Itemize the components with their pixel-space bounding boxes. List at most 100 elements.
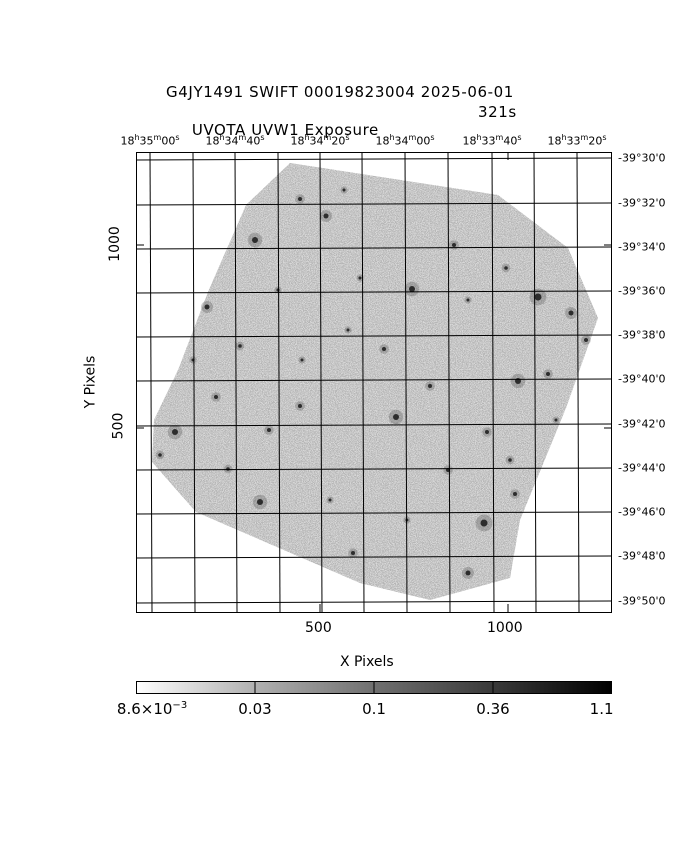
image-title: G4JY1491 SWIFT 00019823004 2025-06-01 bbox=[166, 83, 514, 101]
point-source bbox=[409, 286, 415, 292]
x-tick-500: 500 bbox=[305, 620, 332, 636]
point-source bbox=[328, 498, 332, 502]
colorbar-label: 0.1 bbox=[362, 700, 386, 718]
dec-grid-line bbox=[135, 511, 613, 515]
plot-frame bbox=[136, 152, 612, 613]
dec-grid-line bbox=[135, 202, 613, 206]
point-source bbox=[428, 384, 432, 388]
ra-tick-label: 18h34m40s bbox=[205, 133, 265, 148]
point-source bbox=[214, 395, 218, 399]
point-source-halo bbox=[344, 326, 352, 334]
point-source-halo bbox=[155, 450, 165, 460]
point-source bbox=[393, 414, 399, 420]
point-source-halo bbox=[543, 369, 553, 379]
point-source bbox=[584, 338, 588, 342]
point-source bbox=[485, 430, 489, 434]
point-source-halo bbox=[295, 401, 305, 411]
point-source-halo bbox=[167, 424, 183, 440]
dec-tick-label: -39°32'0 bbox=[618, 196, 666, 210]
image-subtitle: UVOTA UVW1 Exposure bbox=[0, 103, 680, 139]
point-source bbox=[298, 197, 302, 201]
y-axis-title: Y Pixels bbox=[82, 355, 99, 409]
point-source-halo bbox=[464, 296, 472, 304]
point-source bbox=[546, 372, 550, 376]
dec-tick-label: -39°38'0 bbox=[618, 328, 666, 342]
point-source bbox=[504, 266, 508, 270]
point-source-halo bbox=[425, 381, 435, 391]
point-source bbox=[158, 453, 162, 457]
dec-grid-line bbox=[135, 378, 613, 382]
point-source-halo bbox=[475, 514, 493, 532]
dec-tick-label: -39°50'0 bbox=[618, 594, 666, 608]
ra-tick-label: 18h33m20s bbox=[547, 133, 607, 148]
ra-grid-line bbox=[234, 151, 238, 613]
point-source-halo bbox=[298, 356, 306, 364]
dec-tick-label: -39°46'0 bbox=[618, 505, 666, 519]
dec-tick-label: -39°36'0 bbox=[618, 284, 666, 298]
ra-tick-label: 18h35m00s bbox=[120, 133, 180, 148]
point-source-halo bbox=[501, 263, 511, 273]
point-source-halo bbox=[449, 240, 459, 250]
point-source bbox=[257, 499, 263, 505]
ra-grid-line bbox=[319, 151, 323, 613]
colorbar-label: 1.1 bbox=[589, 700, 614, 718]
point-source bbox=[466, 298, 470, 302]
point-source-halo bbox=[356, 274, 364, 282]
point-source-halo bbox=[264, 425, 274, 435]
point-source-halo bbox=[581, 335, 591, 345]
point-source-halo bbox=[379, 344, 389, 354]
colorbar-label: 8.6×10−3 bbox=[116, 700, 188, 718]
dec-grid-line bbox=[135, 290, 613, 294]
dec-grid-line bbox=[135, 334, 613, 338]
point-source bbox=[351, 551, 355, 555]
dec-tick-label: -39°40'0 bbox=[618, 372, 666, 386]
point-source bbox=[465, 570, 471, 576]
point-source-halo bbox=[223, 464, 233, 474]
dec-tick-label: -39°34'0 bbox=[618, 240, 666, 254]
point-source-halo bbox=[388, 409, 404, 425]
point-source bbox=[508, 458, 512, 462]
dec-grid-line bbox=[135, 423, 613, 427]
dec-grid-line bbox=[135, 467, 613, 471]
ra-grid-line bbox=[533, 151, 537, 613]
point-source bbox=[382, 347, 386, 351]
ra-grid-line bbox=[404, 151, 408, 613]
point-source-halo bbox=[189, 356, 197, 364]
point-source-halo bbox=[443, 465, 453, 475]
point-source bbox=[267, 428, 271, 432]
dec-grid-line bbox=[135, 157, 613, 161]
dec-grid-line bbox=[135, 246, 613, 250]
point-source-halo bbox=[201, 301, 213, 313]
point-source bbox=[358, 276, 362, 280]
axis-ticks bbox=[136, 152, 612, 612]
point-source-halo bbox=[235, 341, 245, 351]
point-source-halo bbox=[510, 489, 520, 499]
exposure-time: 321s bbox=[478, 103, 517, 121]
point-source bbox=[238, 344, 242, 348]
y-tick-500: 500 bbox=[110, 412, 127, 440]
dec-grid-line bbox=[135, 555, 613, 559]
point-source-halo bbox=[247, 232, 263, 248]
point-source-halo bbox=[320, 210, 332, 222]
dec-grid-line bbox=[135, 600, 613, 604]
point-source-halo bbox=[252, 494, 268, 510]
point-source-halo bbox=[295, 194, 305, 204]
colorbar-label: 0.03 bbox=[238, 700, 272, 718]
point-source bbox=[452, 243, 456, 247]
filter-label: UVOTA UVW1 Exposure bbox=[191, 121, 379, 139]
coordinate-grid bbox=[135, 151, 613, 613]
point-source-halo bbox=[274, 286, 282, 294]
point-source-halo bbox=[565, 307, 577, 319]
point-source-halo bbox=[482, 427, 492, 437]
dec-tick-label: -39°42'0 bbox=[618, 417, 666, 431]
ra-grid-line bbox=[277, 151, 281, 613]
point-source-halo bbox=[529, 288, 547, 306]
point-source bbox=[534, 293, 542, 301]
point-source bbox=[568, 310, 574, 316]
source-markers bbox=[155, 186, 591, 579]
x-axis-title: X Pixels bbox=[340, 654, 394, 670]
point-source-halo bbox=[326, 496, 334, 504]
point-source-halo bbox=[552, 416, 560, 424]
point-source-halo bbox=[404, 281, 420, 297]
